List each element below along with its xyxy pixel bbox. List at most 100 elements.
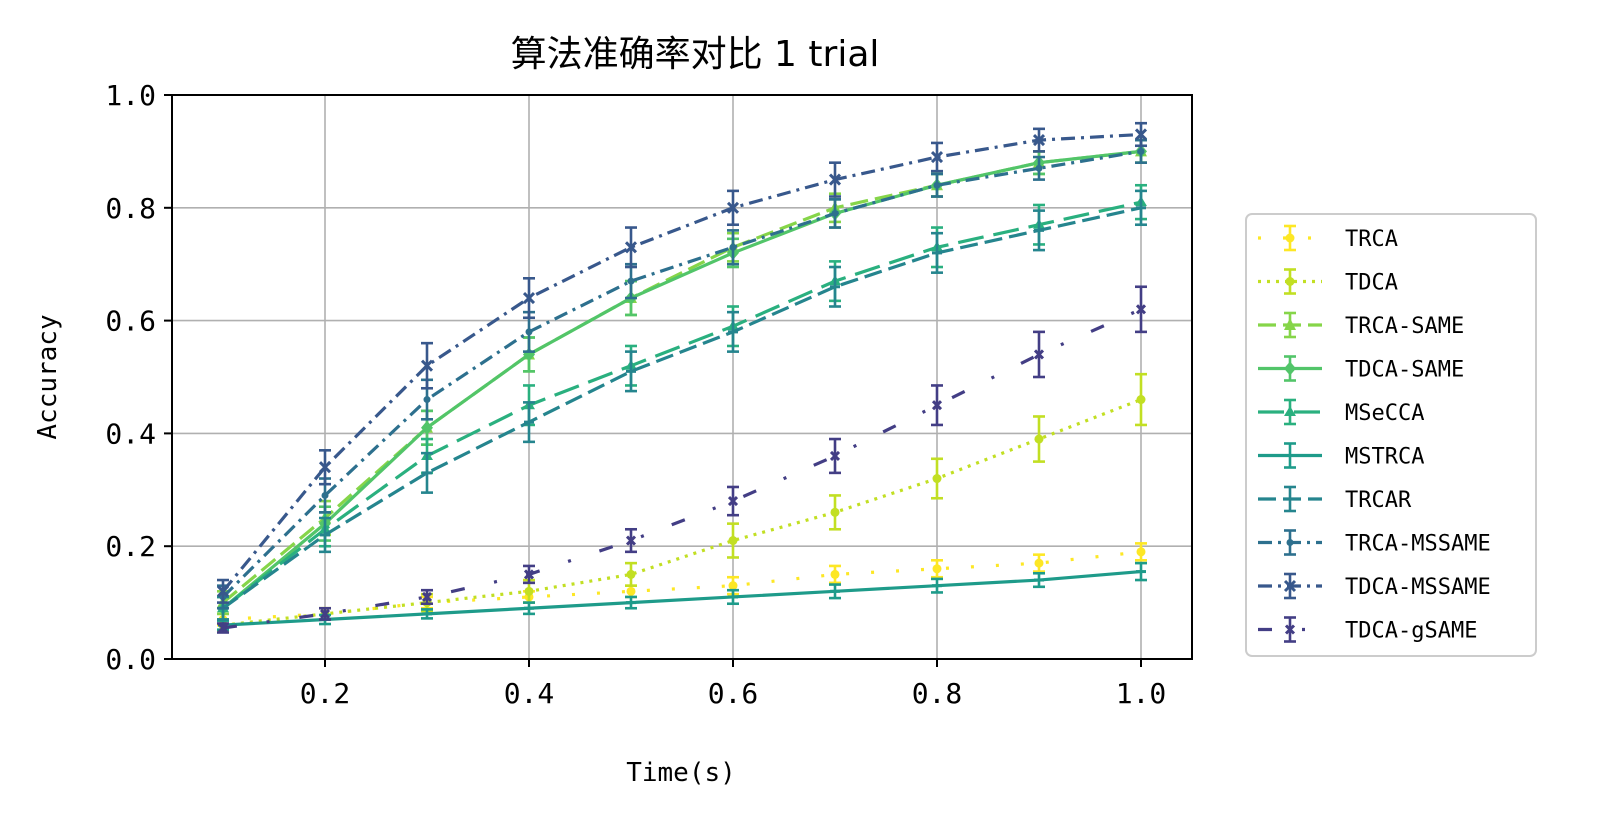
data-point (930, 150, 944, 164)
legend-label: TDCA (1345, 271, 1398, 296)
series-line (222, 206, 1142, 610)
x-tick-label: 0.2 (300, 677, 351, 710)
series-layer (216, 121, 1148, 634)
legend-item: TDCA (1258, 268, 1398, 296)
data-point (1137, 147, 1145, 155)
x-tick-label: 0.8 (912, 677, 963, 710)
y-axis-label: Accuracy (33, 314, 63, 439)
data-point (217, 622, 229, 634)
data-point (524, 586, 534, 596)
data-point (830, 507, 840, 517)
data-point (522, 291, 536, 305)
data-point (726, 201, 740, 214)
series-mstrca (217, 561, 1147, 631)
x-tick-label: 0.6 (708, 677, 759, 710)
legend-item: TDCA-MSSAME (1258, 572, 1491, 600)
data-point (216, 585, 230, 598)
x-tick-label: 1.0 (1116, 677, 1167, 710)
data-point-legend (1285, 277, 1295, 286)
data-point (1034, 558, 1044, 568)
y-tick-label: 0.6 (105, 305, 156, 338)
data-point (829, 450, 841, 462)
y-tick-label: 0.4 (105, 417, 156, 450)
data-point (1033, 349, 1045, 360)
data-point (626, 586, 636, 596)
series-line (221, 132, 1142, 593)
data-point-legend (1284, 318, 1296, 330)
data-point (319, 608, 331, 619)
x-axis-label: Time(s) (626, 758, 736, 788)
series-line (222, 569, 1142, 627)
data-point (1136, 547, 1146, 557)
y-tick-label: 1.0 (105, 79, 156, 112)
data-point (421, 591, 433, 603)
legend-item: MSeCCA (1258, 398, 1424, 426)
data-point (1134, 128, 1148, 141)
data-point (523, 569, 535, 580)
series-line (221, 149, 1142, 599)
legend-label: TRCA (1345, 227, 1398, 252)
legend: TRCA TDCA TRCA-SAME TDCA-SAME MSeCCA MSTRCA TR… (1245, 213, 1537, 657)
data-point-legend (1284, 406, 1296, 416)
y-tick-label: 0.8 (105, 192, 156, 225)
data-point (1035, 164, 1043, 172)
data-point (626, 569, 636, 579)
series-line (222, 307, 1142, 630)
y-tick-label: 0.0 (105, 643, 156, 676)
series-line (222, 398, 1142, 627)
data-point (525, 328, 533, 336)
data-point (423, 396, 431, 404)
legend-item: TRCA-MSSAME (1258, 529, 1491, 557)
data-point (624, 241, 638, 254)
data-point (625, 535, 637, 546)
data-point (729, 243, 737, 251)
legend-label: TRCA-MSSAME (1345, 532, 1491, 557)
chart-title: 算法准确率对比 1 trial (511, 34, 880, 75)
data-point-legend (1284, 361, 1296, 376)
data-point (932, 474, 942, 484)
data-point-legend (1286, 539, 1294, 546)
data-point (727, 496, 739, 507)
data-point (728, 536, 738, 546)
data-point (627, 277, 635, 285)
legend-item: TDCA-gSAME (1258, 616, 1477, 644)
data-point (420, 359, 434, 372)
legend-label: MSTRCA (1345, 445, 1424, 470)
legend-label: MSeCCA (1345, 401, 1424, 426)
series-line (222, 200, 1142, 610)
legend-item: MSTRCA (1258, 442, 1424, 470)
data-point (830, 569, 840, 579)
data-point (933, 181, 941, 189)
legend-label: TRCAR (1345, 488, 1412, 513)
data-point (831, 209, 839, 217)
ticks: 0.2 0.4 0.6 0.8 1.0 0.0 0.2 0.4 0.6 0.8 1.0 (105, 79, 1166, 710)
data-point (318, 461, 332, 474)
y-tick-label: 0.2 (105, 530, 156, 563)
data-point (1135, 304, 1147, 315)
series-tdca-gsame (217, 285, 1147, 634)
data-point-legend (1285, 233, 1295, 243)
data-point (932, 564, 942, 574)
data-point-legend (1283, 579, 1297, 593)
data-point (1034, 434, 1044, 444)
data-point-legend (1284, 624, 1296, 635)
data-point (828, 173, 842, 186)
legend-item: TRCA-SAME (1258, 311, 1464, 339)
legend-label: TDCA-MSSAME (1345, 575, 1491, 600)
legend-item: TDCA-SAME (1258, 355, 1464, 383)
plot-frame (171, 94, 1193, 660)
data-point (1136, 395, 1146, 405)
data-point (421, 420, 433, 435)
legend-item: TRCA (1258, 224, 1398, 252)
legend-item: TRCAR (1258, 485, 1412, 513)
data-point (1032, 134, 1046, 147)
series-line (221, 149, 1142, 610)
legend-label: TDCA-SAME (1345, 358, 1464, 383)
legend-label: TDCA-gSAME (1345, 619, 1477, 644)
legend-label: TRCA-SAME (1345, 314, 1464, 339)
data-point (728, 581, 738, 591)
series-tdca-mssame (216, 121, 1148, 604)
data-point (321, 491, 329, 499)
data-point (931, 400, 943, 411)
